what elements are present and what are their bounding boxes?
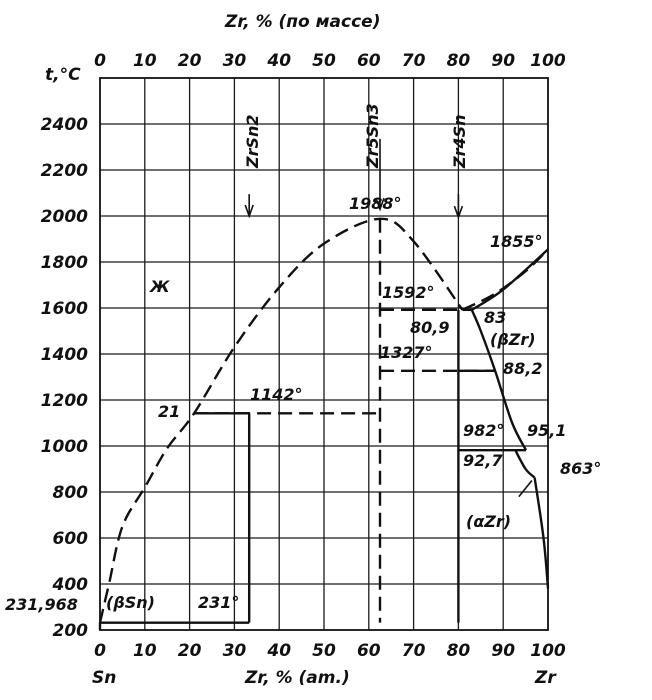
compound-label-zr4sn: Zr4Sn (450, 114, 469, 169)
x-tick-label: 100 (530, 641, 566, 661)
right-end-label: Zr (534, 668, 557, 688)
top-tick-label: 0 (94, 51, 106, 71)
label-1592: 1592° (382, 283, 435, 302)
top-tick-label: 40 (266, 51, 291, 71)
alpha-boundary (514, 449, 536, 479)
y-tick-label: 200 (53, 621, 89, 641)
y-tick-label: 2400 (41, 115, 88, 135)
label-1855: 1855° (490, 232, 543, 251)
top-tick-label: 50 (312, 51, 336, 71)
compound-arrowhead (375, 197, 385, 212)
y-axis-label: t,°C (45, 65, 81, 85)
label-882: 88,2 (503, 359, 542, 378)
compound-zr5sn3: Zr5Sn3 (363, 103, 382, 169)
x-tick-label: 70 (402, 641, 426, 661)
label-809: 80,9 (410, 318, 449, 337)
top-tick-label: 10 (133, 51, 157, 71)
label-951: 95,1 (527, 421, 566, 440)
label-beta-zr: (βZr) (490, 330, 536, 349)
zr-solidus-curve (471, 248, 549, 311)
compound-zr4sn: Zr4Sn (450, 114, 469, 169)
y-tick-label: 1400 (41, 345, 88, 365)
label-982: 982° (463, 421, 504, 440)
top-tick-label: 60 (357, 51, 381, 71)
x-tick-label: 60 (357, 641, 381, 661)
arrow-863 (518, 479, 533, 498)
left-end-label: Sn (92, 668, 116, 688)
phase-curves (98, 217, 550, 630)
top-tick-label: 80 (447, 51, 471, 71)
top-tick-label: 70 (402, 51, 426, 71)
x-tick-label: 30 (223, 641, 247, 661)
top-tick-label: 90 (491, 51, 515, 71)
label-21: 21 (158, 402, 180, 421)
label-1988: 1988° (349, 194, 402, 213)
compound-zrsn2: ZrSn2 (243, 114, 262, 169)
compound-arrowhead (244, 204, 254, 219)
x-tick-label: 50 (312, 641, 336, 661)
x-tick-label: 0 (94, 641, 106, 661)
label-liquid: Ж (149, 277, 170, 296)
label-231: 231° (198, 593, 239, 612)
alpha-zr-boundary (533, 477, 550, 589)
bottom-axis-label: Zr, % (am.) (244, 668, 350, 688)
y-tick-label: 400 (52, 575, 89, 595)
label-alpha-zr: (αZr) (466, 512, 511, 531)
label-1327: 1327° (380, 343, 433, 362)
top-tick-label: 30 (223, 51, 247, 71)
y-tick-label: 600 (53, 529, 89, 549)
liquidus-curve (98, 217, 464, 623)
label-927: 92,7 (463, 451, 503, 470)
y-tick-label: 2200 (41, 161, 88, 181)
compound-arrows (244, 138, 533, 498)
zr-liquidus-curve (461, 248, 549, 311)
label-83: 83 (484, 308, 506, 327)
x-tick-label: 20 (178, 641, 202, 661)
tick-labels: 0 10 20 30 40 50 60 70 80 90 1000 10 20 30 40 50 60 70 80 9… (41, 51, 566, 661)
x-tick-label: 80 (447, 641, 471, 661)
label-863: 863° (560, 459, 601, 478)
label-231968: 231,968 (5, 595, 78, 614)
compound-label-zrsn2: ZrSn2 (243, 114, 262, 169)
x-tick-label: 40 (266, 641, 291, 661)
label-beta-sn: (βSn) (106, 593, 155, 612)
top-tick-label: 20 (178, 51, 202, 71)
y-tick-label: 2000 (41, 207, 88, 227)
y-tick-label: 1000 (41, 437, 88, 457)
y-tick-label: 1800 (41, 253, 88, 273)
x-tick-label: 90 (491, 641, 515, 661)
plot-frame (99, 77, 549, 631)
grid (100, 78, 548, 630)
y-tick-label: 1600 (41, 299, 88, 319)
top-axis-label: Zr, % (по массе) (224, 12, 380, 32)
label-1142: 1142° (250, 385, 303, 404)
compound-arrowhead (453, 205, 464, 220)
compound-label-zr5sn3: Zr5Sn3 (363, 103, 382, 169)
x-tick-label: 10 (133, 641, 157, 661)
top-tick-label: 100 (530, 51, 566, 71)
y-tick-label: 1200 (41, 391, 88, 411)
y-tick-label: 800 (53, 483, 89, 503)
